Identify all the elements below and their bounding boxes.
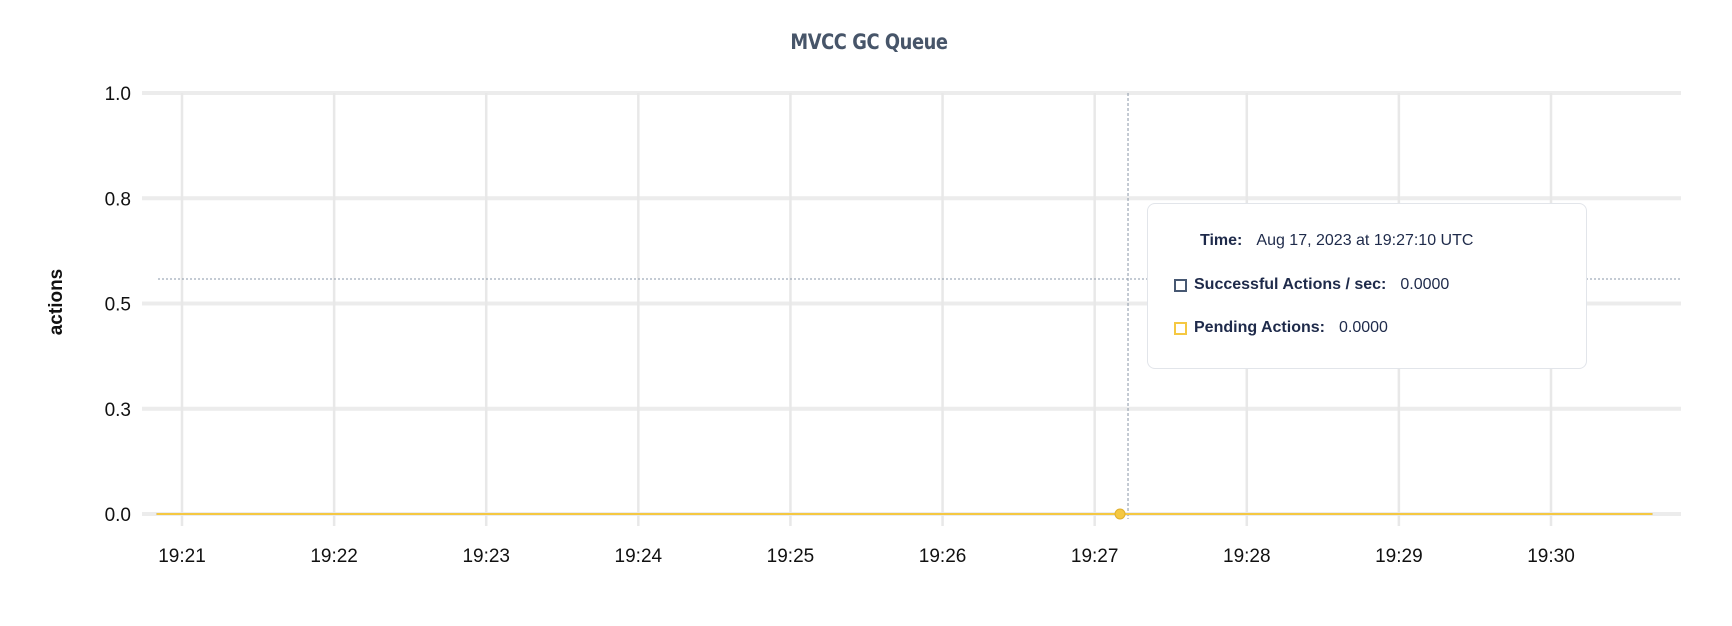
x-tick-label: 19:21: [158, 546, 206, 567]
x-tick-label: 19:22: [310, 546, 358, 567]
legend-swatch-successful-icon: [1174, 278, 1187, 292]
x-tick-label: 19:27: [1071, 546, 1119, 567]
tooltip-series-value: 0.0000: [1338, 319, 1388, 336]
x-tick-label: 19:24: [615, 546, 663, 567]
tooltip-time-label: Time:: [1200, 232, 1243, 249]
y-tick-label: 0.8: [105, 189, 131, 210]
legend-swatch-pending-icon: [1174, 321, 1187, 335]
y-tick-label: 1.0: [105, 84, 131, 105]
chart-title: MVCC GC Queue: [790, 30, 948, 54]
hover-tooltip: Time: Aug 17, 2023 at 19:27:10 UTC Succe…: [1147, 203, 1587, 369]
tooltip-series-value: 0.0000: [1400, 276, 1450, 293]
y-tick-label: 0.3: [105, 400, 131, 421]
tooltip-series-label: Successful Actions / sec:: [1194, 276, 1387, 293]
x-tick-label: 19:29: [1375, 546, 1423, 567]
tooltip-time-value: Aug 17, 2023 at 19:27:10 UTC: [1256, 232, 1474, 249]
tooltip-time-row: Time: Aug 17, 2023 at 19:27:10 UTC: [1200, 232, 1473, 250]
tooltip-row-successful: Successful Actions / sec: 0.0000: [1174, 276, 1449, 294]
x-tick-label: 19:28: [1223, 546, 1271, 567]
x-tick-label: 19:26: [919, 546, 967, 567]
y-tick-label: 0.5: [105, 295, 131, 316]
x-tick-label: 19:30: [1527, 546, 1575, 567]
tooltip-series-label: Pending Actions:: [1194, 319, 1325, 336]
x-tick-label: 19:23: [462, 546, 510, 567]
x-tick-label: 19:25: [767, 546, 815, 567]
y-tick-label: 0.0: [105, 505, 131, 526]
hover-point: [1114, 508, 1126, 520]
tooltip-row-pending: Pending Actions: 0.0000: [1174, 319, 1388, 337]
